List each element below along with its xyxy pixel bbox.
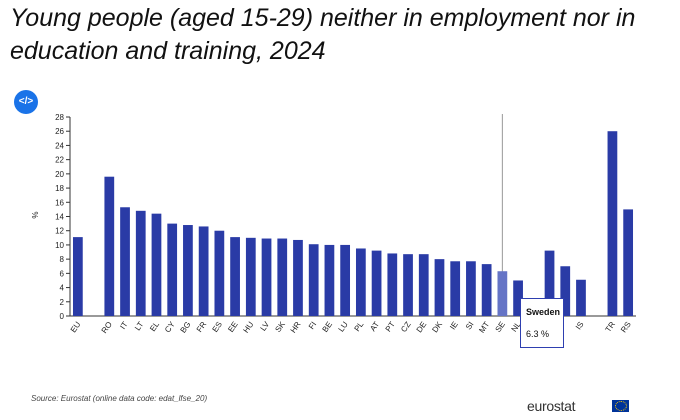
x-tick-label: LU (337, 320, 350, 334)
y-tick-label: 2 (60, 298, 65, 307)
bar-cz[interactable] (403, 254, 413, 316)
bar-es[interactable] (214, 230, 225, 316)
x-tick-label: DE (415, 320, 429, 334)
y-tick-label: 18 (55, 184, 64, 193)
x-tick-label: TR (604, 320, 618, 334)
y-tick-label: 16 (55, 198, 64, 207)
chart-title: Young people (aged 15-29) neither in emp… (10, 4, 636, 65)
bar-sk[interactable] (277, 238, 288, 316)
bar-at[interactable] (371, 250, 382, 316)
bar[interactable] (560, 266, 571, 316)
bar-ee[interactable] (230, 237, 240, 316)
bar-se[interactable] (497, 271, 508, 316)
y-tick-label: 24 (55, 141, 64, 150)
bar-lt[interactable] (135, 210, 146, 316)
x-tick-label: HR (289, 320, 303, 335)
x-tick-label: EU (69, 320, 83, 334)
bar-lv[interactable] (261, 238, 272, 316)
bar-be[interactable] (324, 244, 335, 316)
bar-pt[interactable] (387, 253, 398, 316)
x-tick-label: IT (118, 320, 130, 331)
x-tick-label: LV (259, 319, 272, 332)
x-tick-label: PL (353, 320, 366, 334)
y-axis-label: % (31, 211, 40, 218)
x-tick-label: EL (148, 320, 161, 334)
y-tick-label: 4 (60, 284, 65, 293)
bar-mt[interactable] (481, 264, 492, 316)
y-tick-label: 10 (55, 241, 64, 250)
y-tick-label: 28 (55, 113, 64, 122)
bar-bg[interactable] (183, 225, 193, 316)
bar-eu[interactable] (72, 237, 83, 316)
source-note: Source: Eurostat (online data code: edat… (31, 394, 208, 403)
x-tick-label: HU (241, 320, 255, 335)
y-tick-label: 20 (55, 170, 64, 179)
x-tick-label: SI (464, 320, 476, 331)
y-tick-label: 8 (60, 255, 65, 264)
bar-nl[interactable] (513, 280, 523, 316)
x-tick-label: EE (226, 320, 239, 334)
bar-cy[interactable] (167, 223, 178, 316)
bar-hr[interactable] (293, 239, 303, 316)
x-tick-label: IE (448, 320, 460, 331)
bar-pl[interactable] (355, 248, 366, 316)
x-tick-label: BE (321, 320, 334, 334)
x-tick-label: AT (368, 320, 381, 333)
embed-code-button[interactable]: </> (14, 90, 38, 114)
bar-tr[interactable] (607, 131, 618, 316)
x-tick-label: ES (211, 320, 224, 334)
y-tick-label: 14 (55, 213, 64, 222)
y-tick-label: 12 (55, 227, 64, 236)
x-tick-label: FR (195, 320, 209, 334)
x-tick-label: RS (619, 320, 633, 334)
bar-fr[interactable] (198, 226, 209, 316)
x-tick-label: MT (477, 320, 491, 335)
x-tick-label: SE (494, 320, 507, 334)
x-tick-label: SK (273, 319, 287, 333)
bar-ie[interactable] (450, 261, 461, 316)
bar-dk[interactable] (434, 259, 445, 316)
bar-rs[interactable] (623, 209, 634, 316)
x-tick-label: BG (179, 320, 193, 335)
x-tick-label: LT (133, 320, 145, 332)
x-tick-label: CY (163, 319, 177, 334)
x-tick-label: IS (574, 320, 586, 331)
bar-it[interactable] (120, 207, 130, 316)
x-tick-label: DK (430, 319, 444, 334)
bar-lu[interactable] (340, 244, 351, 316)
tooltip-country: Sweden (526, 307, 561, 317)
tooltip-value: 6.3 % (526, 329, 550, 339)
hover-tooltip: Sweden 6.3 % (520, 298, 564, 348)
x-tick-label: CZ (399, 320, 413, 334)
bar-is[interactable] (576, 279, 586, 316)
y-tick-label: 0 (60, 312, 65, 321)
eurostat-logo: eurostat (527, 398, 576, 414)
bar-fi[interactable] (308, 244, 319, 316)
bar[interactable] (544, 250, 555, 316)
y-tick-label: 26 (55, 127, 64, 136)
eu-flag-icon (612, 400, 629, 412)
x-tick-label: FI (307, 320, 318, 331)
x-tick-label: RO (100, 320, 114, 335)
y-tick-label: 22 (55, 156, 64, 165)
bar-si[interactable] (466, 261, 476, 316)
bar-ro[interactable] (104, 176, 115, 316)
bar-hu[interactable] (245, 237, 256, 316)
y-tick-label: 6 (60, 269, 65, 278)
x-tick-label: PT (384, 320, 397, 334)
bar-el[interactable] (151, 213, 162, 316)
bar-de[interactable] (418, 254, 429, 316)
